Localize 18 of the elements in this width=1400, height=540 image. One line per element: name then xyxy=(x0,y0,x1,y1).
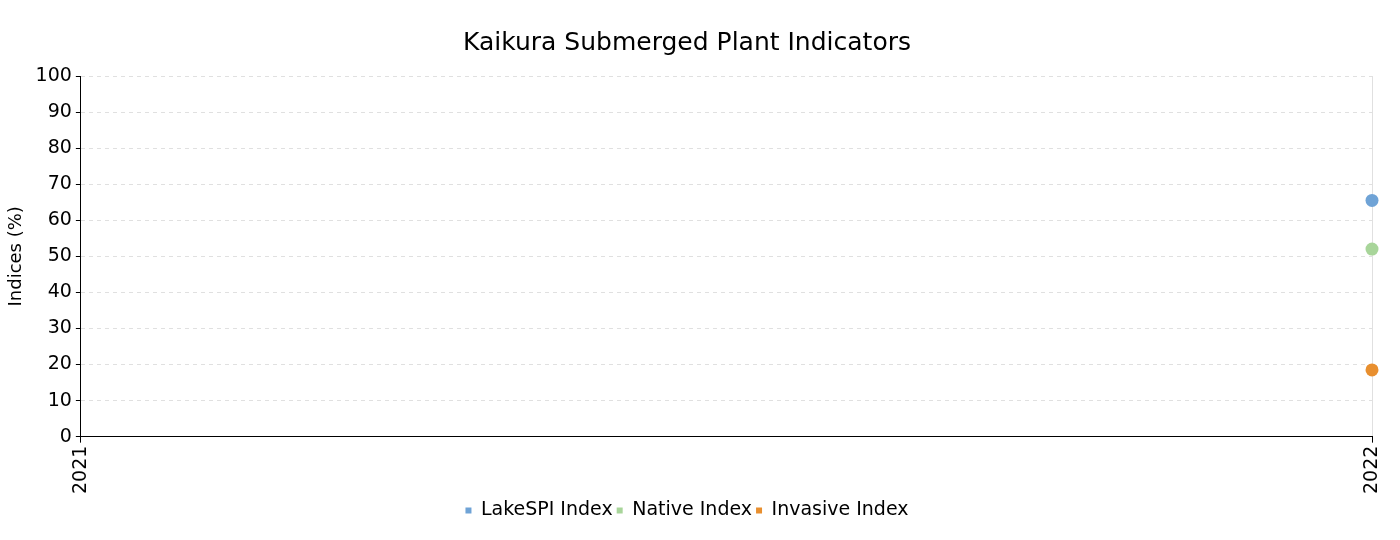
y-axis-title: Indices (%) xyxy=(4,206,26,307)
y-tick-label: 80 xyxy=(47,135,72,158)
y-tick-label: 20 xyxy=(47,351,72,374)
y-tick-label: 10 xyxy=(47,387,72,410)
legend-label: LakeSPI Index xyxy=(480,497,613,520)
x-tick-label: 2022 xyxy=(1358,445,1381,495)
chart-title: Kaikura Submerged Plant Indicators xyxy=(463,26,911,56)
y-tick-label: 60 xyxy=(47,207,72,230)
legend-label: Native Index xyxy=(632,497,753,520)
y-tick-label: 30 xyxy=(47,315,72,338)
y-tick-label: 0 xyxy=(59,423,72,446)
y-tick-label: 50 xyxy=(47,243,72,266)
legend-label: Invasive Index xyxy=(771,497,909,520)
y-tick-label: 70 xyxy=(47,171,72,194)
y-tick-label: 90 xyxy=(47,99,72,121)
y-tick-label: 100 xyxy=(35,62,72,85)
y-tick-label: 40 xyxy=(47,279,72,302)
x-tick-label: 2021 xyxy=(67,445,90,495)
